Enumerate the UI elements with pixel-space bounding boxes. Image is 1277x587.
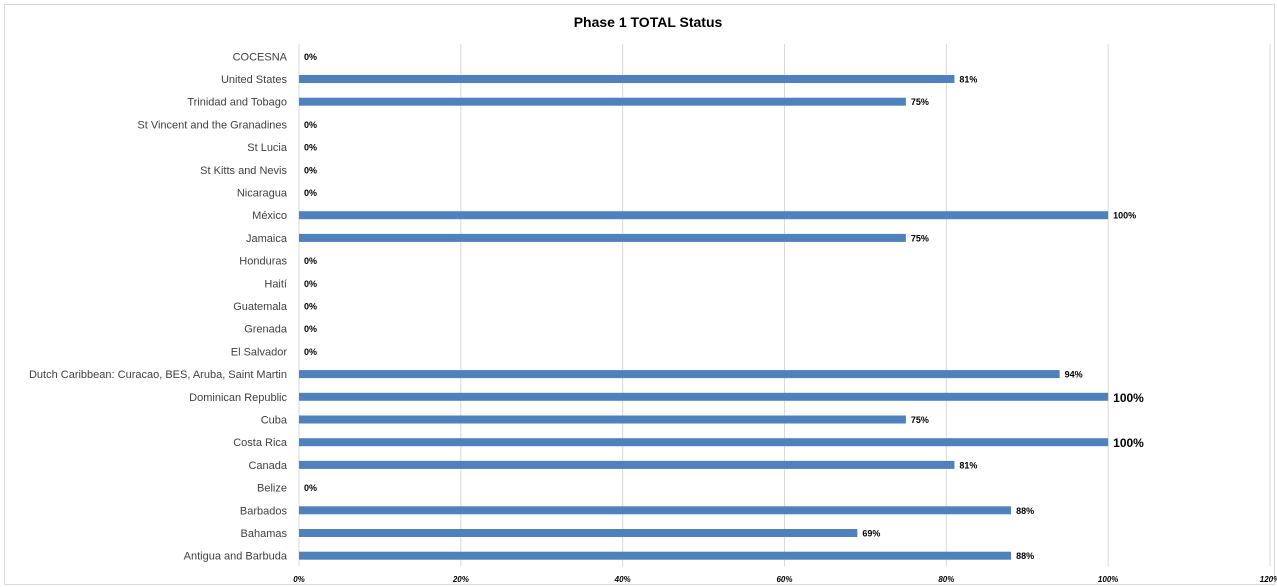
data-label: 81% bbox=[959, 75, 977, 85]
data-label: 69% bbox=[862, 529, 880, 539]
data-label: 0% bbox=[304, 143, 317, 153]
x-tick-label: 60% bbox=[776, 575, 792, 584]
data-label: 75% bbox=[911, 415, 929, 425]
bar bbox=[299, 211, 1109, 220]
chart-title: Phase 1 TOTAL Status bbox=[574, 14, 723, 30]
x-axis-tick-labels: 0% 20% 40% 60% 80% 100% 120% bbox=[293, 575, 1277, 584]
data-label: 0% bbox=[304, 347, 317, 357]
bar bbox=[299, 370, 1060, 379]
category-label: Antigua and Barbuda bbox=[184, 551, 288, 563]
data-label: 100% bbox=[1113, 436, 1144, 450]
x-tick-label: 80% bbox=[938, 575, 954, 584]
category-label: St Lucia bbox=[247, 142, 288, 154]
category-label: Canada bbox=[248, 460, 287, 472]
data-label: 88% bbox=[1016, 506, 1034, 516]
category-label: Bahamas bbox=[241, 528, 288, 540]
bar bbox=[299, 97, 906, 106]
category-label: COCESNA bbox=[233, 51, 288, 63]
data-label: 0% bbox=[304, 324, 317, 334]
data-label: 0% bbox=[304, 165, 317, 175]
x-tick-label: 20% bbox=[452, 575, 469, 584]
bar bbox=[299, 233, 906, 242]
data-label: 81% bbox=[959, 460, 977, 470]
data-label: 88% bbox=[1016, 551, 1034, 561]
data-label: 0% bbox=[304, 188, 317, 198]
category-label: El Salvador bbox=[231, 346, 288, 358]
data-label: 0% bbox=[304, 483, 317, 493]
category-label: Dominican Republic bbox=[189, 392, 287, 404]
category-label: Jamaica bbox=[246, 233, 288, 245]
bar bbox=[299, 75, 955, 83]
bars bbox=[299, 75, 1109, 560]
category-label: Guatemala bbox=[233, 301, 288, 313]
gridlines bbox=[298, 44, 1271, 566]
category-label: Nicaragua bbox=[237, 188, 288, 200]
data-label: 94% bbox=[1065, 370, 1083, 380]
data-label: 0% bbox=[304, 120, 317, 130]
bar bbox=[299, 392, 1109, 401]
category-label: Costa Rica bbox=[233, 437, 288, 449]
category-label: Cuba bbox=[261, 415, 288, 427]
data-labels: 0% 81% 75% 0% 0% 0% 0% 100% 75% 0% 0% 0% 0% 0% 94% 100%… bbox=[304, 52, 1144, 561]
category-label: Belize bbox=[257, 483, 287, 495]
data-label: 75% bbox=[911, 233, 929, 243]
category-label: St Vincent and the Granadines bbox=[137, 119, 287, 131]
data-label: 0% bbox=[304, 302, 317, 312]
x-tick-label: 0% bbox=[293, 575, 305, 584]
category-labels: COCESNA United States Trinidad and Tobago S… bbox=[29, 51, 288, 562]
data-label: 100% bbox=[1113, 211, 1136, 221]
data-label: 0% bbox=[304, 279, 317, 289]
data-label: 0% bbox=[304, 256, 317, 266]
bar bbox=[299, 415, 906, 424]
bar bbox=[299, 506, 1012, 515]
category-label: St Kitts and Nevis bbox=[200, 165, 287, 177]
category-label: Haití bbox=[264, 278, 287, 290]
category-label: Dutch Caribbean: Curacao, BES, Aruba, Sa… bbox=[29, 369, 287, 381]
category-label: United States bbox=[221, 74, 288, 86]
data-label: 75% bbox=[911, 97, 929, 107]
bar bbox=[299, 529, 858, 537]
category-label: Grenada bbox=[244, 324, 288, 336]
bar bbox=[299, 551, 1012, 560]
data-label: 0% bbox=[304, 52, 317, 62]
category-label: Honduras bbox=[239, 256, 287, 268]
bar bbox=[299, 460, 955, 469]
x-tick-label: 120% bbox=[1260, 575, 1277, 584]
x-tick-label: 40% bbox=[614, 575, 631, 584]
category-label: México bbox=[252, 210, 287, 222]
category-label: Trinidad and Tobago bbox=[187, 97, 287, 109]
data-label: 100% bbox=[1113, 391, 1144, 405]
category-label: Barbados bbox=[240, 505, 288, 517]
x-tick-label: 100% bbox=[1098, 575, 1118, 584]
bar bbox=[299, 438, 1109, 447]
